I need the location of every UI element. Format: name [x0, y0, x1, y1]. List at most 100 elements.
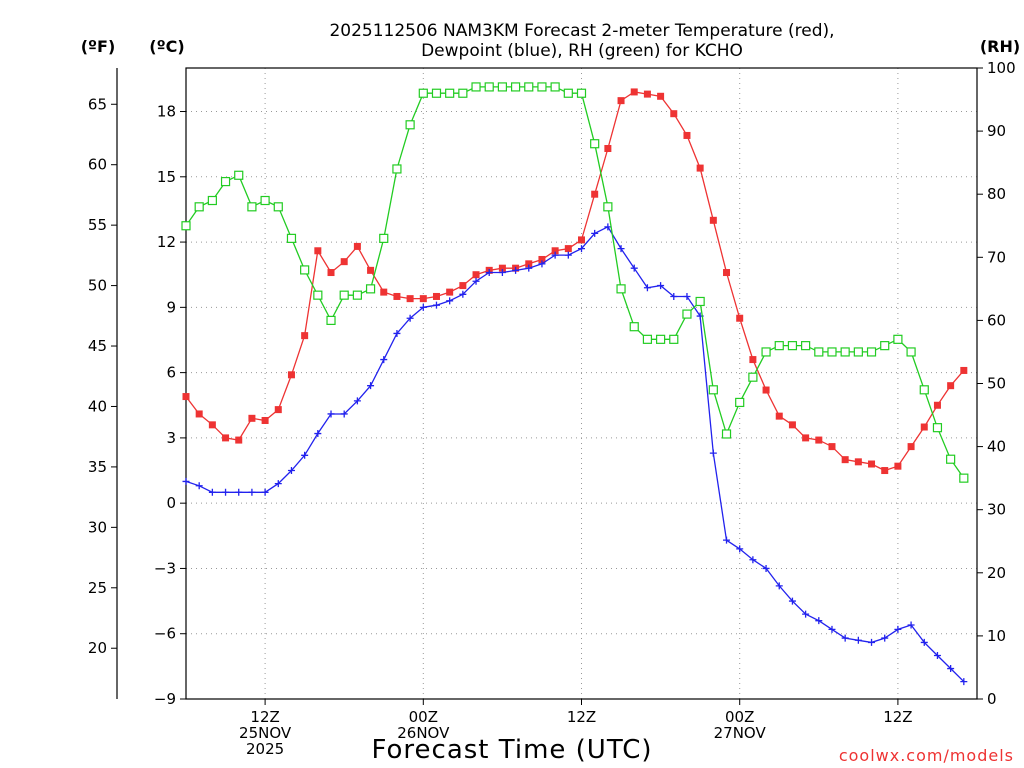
- temperature-point: [380, 288, 388, 296]
- relative-humidity-point: [708, 385, 718, 395]
- relative-humidity-point: [801, 341, 811, 351]
- temperature-point: [406, 295, 414, 303]
- gridlines: [186, 68, 977, 699]
- relative-humidity-point: [814, 347, 824, 357]
- temperature-point: [340, 258, 348, 266]
- dewpoint-point: [617, 245, 625, 253]
- temperature-point: [723, 269, 731, 277]
- fahrenheit-tick-label: 55: [88, 216, 107, 234]
- relative-humidity-point: [445, 88, 455, 98]
- dewpoint-point: [643, 284, 651, 292]
- dewpoint-point: [670, 292, 678, 300]
- temperature-point: [841, 456, 849, 464]
- temperature-point: [815, 436, 823, 444]
- temperature-point: [551, 247, 559, 255]
- temperature-point: [907, 443, 915, 451]
- dewpoint-point: [472, 277, 480, 285]
- dewpoint-point: [881, 634, 889, 642]
- relative-humidity-point: [932, 423, 943, 433]
- celsius-tick-label: 0: [166, 494, 176, 512]
- celsius-axis-unit: (ºC): [149, 37, 184, 56]
- relative-humidity-point: [300, 265, 310, 275]
- rh-tick-label: 20: [987, 564, 1006, 582]
- dewpoint-point: [287, 467, 295, 475]
- dewpoint-point: [604, 223, 612, 231]
- relative-humidity-point: [207, 195, 217, 206]
- dewpoint-point: [683, 292, 691, 300]
- temperature-point: [881, 467, 889, 475]
- dewpoint-point: [314, 430, 322, 438]
- series-layer: [181, 82, 969, 686]
- dewpoint-point: [208, 488, 216, 496]
- relative-humidity-point: [682, 309, 692, 319]
- x-tick-label: 25NOV: [239, 724, 292, 742]
- relative-humidity-point: [959, 473, 969, 483]
- dewpoint-point: [406, 314, 414, 322]
- dewpoint-point: [894, 625, 902, 633]
- relative-humidity-point: [524, 82, 534, 92]
- dewpoint-point: [235, 488, 243, 496]
- temperature-point: [920, 423, 928, 431]
- temperature-point: [419, 295, 427, 303]
- relative-humidity-point: [286, 233, 297, 243]
- temperature-point: [472, 271, 480, 279]
- dewpoint-point: [248, 488, 256, 496]
- relative-humidity-point: [880, 341, 890, 351]
- fahrenheit-axis-unit: (ºF): [81, 37, 116, 56]
- fahrenheit-tick-label: 40: [88, 397, 107, 415]
- relative-humidity-point: [748, 372, 758, 382]
- relative-humidity-point: [642, 334, 653, 344]
- relative-humidity-point: [352, 290, 362, 300]
- dewpoint-point: [432, 301, 440, 309]
- dewpoint-point: [920, 638, 928, 646]
- rh-tick-label: 60: [987, 311, 1006, 329]
- fahrenheit-tick-label: 60: [88, 156, 107, 174]
- dewpoint-point: [802, 610, 810, 618]
- dewpoint-point: [274, 480, 282, 488]
- dewpoint-point: [459, 290, 467, 298]
- dewpoint-point: [907, 621, 915, 629]
- dewpoint-point: [301, 451, 309, 459]
- relative-humidity-point: [721, 429, 732, 439]
- temperature-point: [327, 269, 335, 277]
- dewpoint-point: [657, 282, 665, 290]
- relative-humidity-point: [695, 296, 705, 307]
- fahrenheit-tick-label: 25: [88, 579, 107, 597]
- relative-humidity-point: [497, 82, 507, 92]
- fahrenheit-tick-label: 35: [88, 458, 107, 476]
- relative-humidity-point: [655, 334, 666, 344]
- temperature-point: [933, 401, 941, 409]
- temperature-point: [446, 288, 454, 296]
- fahrenheit-tick-label: 45: [88, 337, 107, 355]
- relative-humidity-point: [603, 202, 613, 212]
- relative-humidity-point: [260, 195, 270, 206]
- dewpoint-point: [261, 488, 269, 496]
- dewpoint-point: [353, 397, 361, 405]
- dewpoint-point: [762, 564, 770, 572]
- temperature-point: [828, 443, 836, 451]
- relative-humidity-point: [590, 139, 600, 149]
- dewpoint-point: [340, 410, 348, 418]
- dewpoint-point: [551, 251, 559, 259]
- relative-humidity-point: [471, 82, 481, 92]
- temperature-point: [657, 92, 665, 100]
- relative-humidity-point: [563, 88, 573, 98]
- rh-tick-label: 100: [987, 59, 1016, 77]
- dewpoint-point: [578, 245, 585, 253]
- fahrenheit-tick-label: 20: [88, 639, 107, 657]
- relative-humidity-point: [550, 82, 560, 92]
- relative-humidity-point: [510, 82, 521, 92]
- celsius-tick-label: −6: [154, 625, 176, 643]
- temperature-point: [353, 242, 361, 250]
- rh-tick-label: 10: [987, 627, 1006, 645]
- relative-humidity-point: [616, 284, 626, 294]
- temperature-point: [235, 436, 243, 444]
- x-tick-label: 2025: [246, 740, 284, 758]
- relative-humidity-point: [537, 82, 547, 92]
- relative-humidity-point: [669, 334, 679, 344]
- temperature-point: [854, 458, 862, 466]
- fahrenheit-tick-label: 65: [88, 95, 107, 113]
- dewpoint-point: [498, 269, 506, 277]
- temperature-point: [947, 382, 955, 390]
